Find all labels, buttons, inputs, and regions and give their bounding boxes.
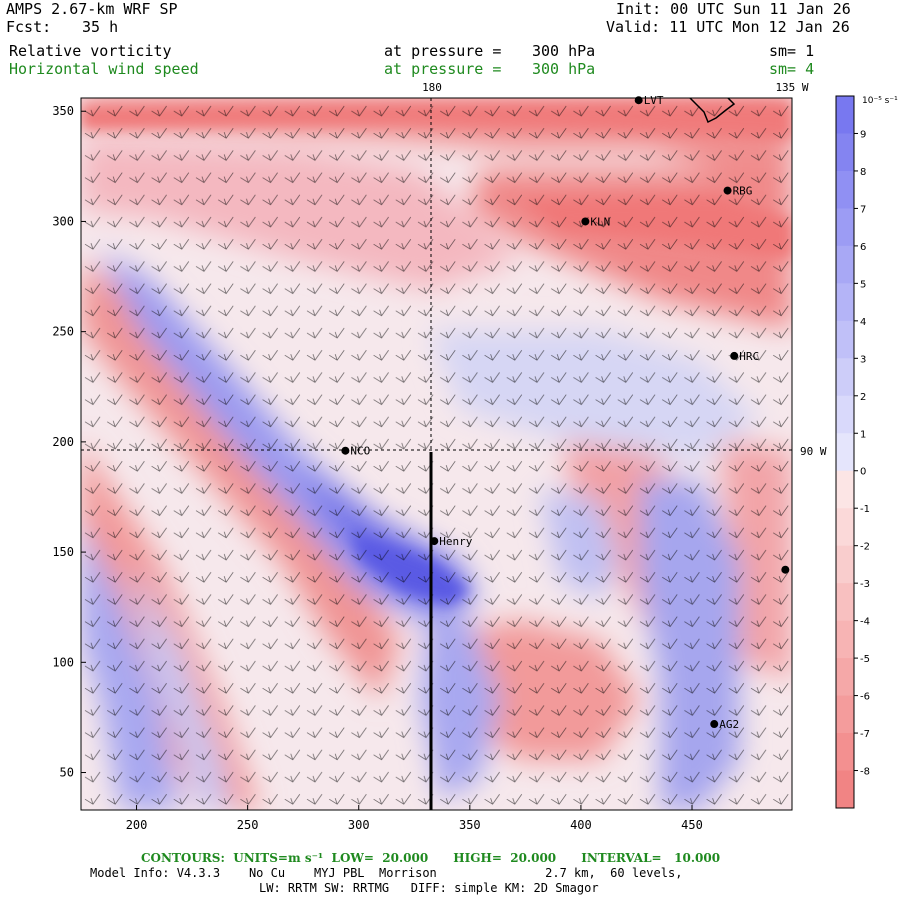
coastline xyxy=(689,98,736,124)
meridian-180-label: 180 xyxy=(422,81,442,94)
colorbar-band xyxy=(836,658,854,697)
colorbar-band xyxy=(836,583,854,622)
field-1-level: 300 hPa xyxy=(532,42,596,60)
colorbar-band xyxy=(836,245,854,284)
colorbar-frame xyxy=(835,95,855,809)
forecast-hour: 35 h xyxy=(82,18,119,36)
field-1-smoothing: sm= 1 xyxy=(769,42,815,60)
field-1-level-label: at pressure = xyxy=(384,42,502,60)
station-dot xyxy=(723,186,732,195)
colorbar-band xyxy=(836,395,854,434)
x-tick-label: 300 xyxy=(348,818,370,832)
colorbar-band xyxy=(836,96,854,134)
field-2-level: 300 hPa xyxy=(532,60,596,78)
physics-info: LW: RRTM SW: RRTMG DIFF: simple KM: 2D S… xyxy=(259,881,599,895)
colorbar-band xyxy=(836,695,854,734)
y-tick-label: 50 xyxy=(60,766,74,780)
colorbar-label: 0 xyxy=(860,467,866,478)
colorbar-label: -3 xyxy=(860,579,870,590)
vorticity-map: 180 135 W 90 W 200 250 300 350 400 450 350300… xyxy=(52,81,898,832)
field-2-name: Horizontal wind speed xyxy=(9,60,199,78)
colorbar-band xyxy=(836,545,854,584)
colorbar-band xyxy=(836,770,854,809)
station-dot xyxy=(730,351,739,360)
valid-time: Valid: 11 UTC Mon 12 Jan 26 xyxy=(606,18,850,36)
colorbar-band xyxy=(836,470,854,509)
x-tick-label: 450 xyxy=(681,818,703,832)
station-label: KLN xyxy=(590,215,610,228)
station-dot xyxy=(781,565,790,574)
y-tick-label: 300 xyxy=(52,214,74,228)
y-tick-label: 100 xyxy=(52,655,74,669)
station-label: LVT xyxy=(644,94,664,107)
x-tick-label: 200 xyxy=(126,818,148,832)
station-label: HRC xyxy=(739,350,759,363)
plot-frame xyxy=(80,97,793,811)
colorbar-label: -6 xyxy=(860,692,870,703)
colorbar-label: 1 xyxy=(860,429,866,440)
contours-info: CONTOURS: UNITS=m s⁻¹ LOW= 20.000 HIGH= … xyxy=(141,851,721,865)
x-tick-label: 400 xyxy=(570,818,592,832)
forecast-label: Fcst: xyxy=(6,18,52,36)
colorbar: 9 8 7 6 5 4 3 2 1 0 -1 -2 -3 -4 -5 -6 -7 -8 xyxy=(835,95,870,809)
station-dot xyxy=(710,720,719,729)
colorbar-band xyxy=(836,208,854,247)
station-label: AG2 xyxy=(719,718,739,731)
colorbar-label: -7 xyxy=(860,729,870,740)
meridian-135w-label: 135 W xyxy=(775,81,808,94)
colorbar-label: 6 xyxy=(860,242,866,253)
station-label: RBG xyxy=(733,185,753,198)
colorbar-label: 8 xyxy=(860,167,866,178)
colorbar-unit: 10⁻⁵ s⁻¹ xyxy=(862,96,898,106)
init-time: Init: 00 UTC Sun 11 Jan 26 xyxy=(616,0,851,18)
station-dot xyxy=(341,446,350,455)
station-label: Henry xyxy=(439,535,472,548)
model-info: Model Info: V4.3.3 No Cu MYJ PBL Morriso… xyxy=(90,866,683,880)
station-dot xyxy=(581,217,590,226)
colorbar-band xyxy=(836,320,854,359)
colorbar-band xyxy=(836,283,854,322)
y-tick-label: 200 xyxy=(52,435,74,449)
colorbar-label: -2 xyxy=(860,542,870,553)
colorbar-band xyxy=(836,433,854,472)
colorbar-label: -1 xyxy=(860,504,870,515)
station-dot xyxy=(430,537,439,546)
colorbar-band xyxy=(836,620,854,659)
colorbar-label: 7 xyxy=(860,204,866,215)
x-axis-ticks: 200 250 300 350 400 450 xyxy=(126,805,703,832)
colorbar-label: -5 xyxy=(860,654,870,665)
colorbar-label: 5 xyxy=(860,279,866,290)
colorbar-label: 3 xyxy=(860,354,866,365)
colorbar-band xyxy=(836,133,854,172)
station-markers: LVT RBG KLN HRC NCO Henry AG2 xyxy=(341,94,790,731)
field-2-smoothing: sm= 4 xyxy=(769,60,815,78)
colorbar-label: 4 xyxy=(860,317,866,328)
colorbar-label: 2 xyxy=(860,392,866,403)
x-tick-label: 250 xyxy=(237,818,259,832)
y-tick-label: 350 xyxy=(52,104,74,118)
colorbar-label: 9 xyxy=(860,129,866,140)
colorbar-band xyxy=(836,733,854,772)
station-label: NCO xyxy=(350,445,370,458)
field-1-name: Relative vorticity xyxy=(9,42,172,60)
colorbar-label: -8 xyxy=(860,767,870,778)
colorbar-band xyxy=(836,170,854,209)
colorbar-label: -4 xyxy=(860,617,870,628)
colorbar-band xyxy=(836,358,854,397)
meridian-90w-label: 90 W xyxy=(800,445,827,458)
y-tick-label: 150 xyxy=(52,545,74,559)
vorticity-shading xyxy=(81,98,792,810)
y-tick-label: 250 xyxy=(52,325,74,339)
y-axis-ticks: 350 300 250 200 150 100 50 xyxy=(52,104,86,780)
colorbar-band xyxy=(836,508,854,547)
model-title: AMPS 2.67-km WRF SP xyxy=(6,0,178,18)
x-tick-label: 350 xyxy=(459,818,481,832)
station-dot xyxy=(634,96,643,105)
field-2-level-label: at pressure = xyxy=(384,60,502,78)
